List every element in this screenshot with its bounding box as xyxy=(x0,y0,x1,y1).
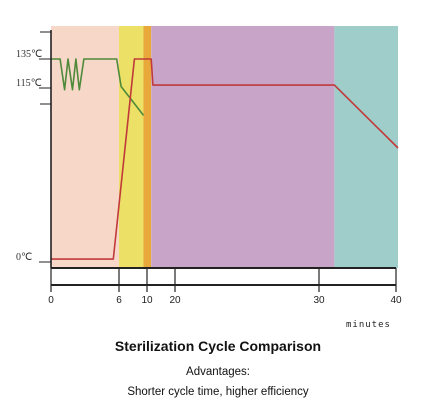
axes xyxy=(50,30,396,286)
advantages-text: Shorter cycle time, higher efficiency xyxy=(127,386,309,398)
x-tick-label: 20 xyxy=(169,295,181,306)
x-tick-label: 40 xyxy=(390,295,402,306)
x-tick-label: 30 xyxy=(313,295,325,306)
y-tick-label: 115℃ xyxy=(16,78,42,89)
phase-band-4 xyxy=(151,26,335,268)
phase-band-2 xyxy=(119,26,144,268)
phase-bands xyxy=(51,26,398,268)
series-lines xyxy=(51,58,399,260)
series-line-1 xyxy=(51,58,145,116)
ticks: 135℃ 115℃ 0℃ 0 6 10 20 30 40 xyxy=(16,31,402,306)
x-tick-label: 0 xyxy=(48,295,54,306)
phase-band-5 xyxy=(334,26,398,268)
x-tick-label: 6 xyxy=(116,295,122,306)
y-tick-label: 135℃ xyxy=(16,49,42,60)
x-axis-unit-label: minutes xyxy=(346,320,391,330)
x-tick-label: 10 xyxy=(141,295,153,306)
phase-band-1 xyxy=(51,26,119,268)
phase-band-3 xyxy=(143,26,152,268)
advantages-heading: Advantages: xyxy=(186,366,250,378)
chart-title: Sterilization Cycle Comparison xyxy=(114,338,322,354)
series-line-2 xyxy=(51,58,399,260)
chart: 135℃ 115℃ 0℃ 0 6 10 20 30 40 minutes xyxy=(16,26,402,330)
y-tick-label: 0℃ xyxy=(16,252,32,263)
